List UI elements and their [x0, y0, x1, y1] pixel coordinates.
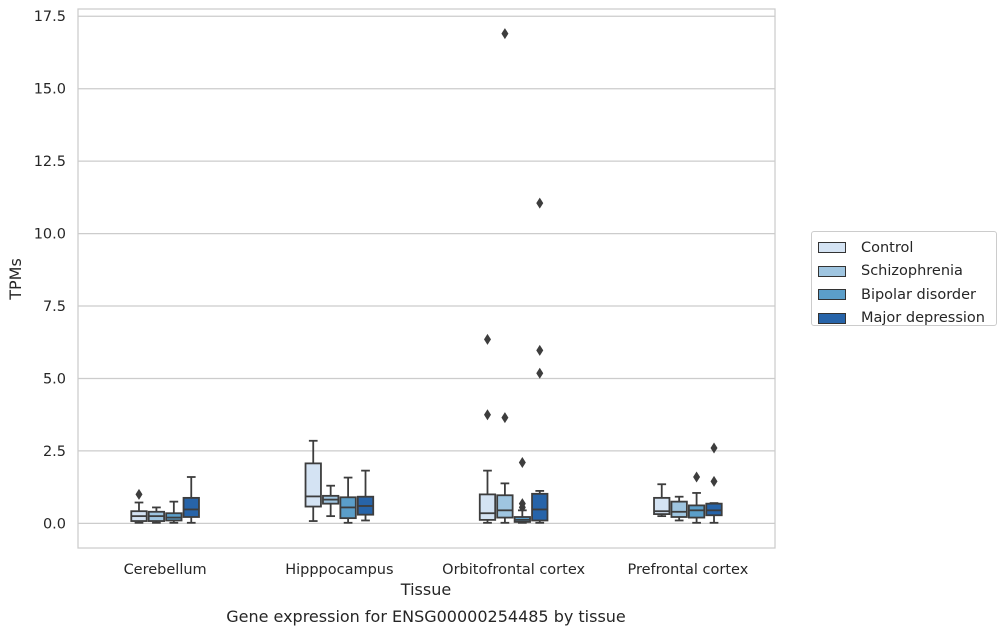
box-schizophrenia-prefrontal-cortex — [670, 495, 688, 522]
outlier-point — [501, 28, 509, 40]
box-iqr — [182, 496, 200, 518]
outlier-point — [518, 498, 526, 510]
box-iqr — [478, 493, 497, 521]
box-control-cerebellum — [130, 488, 148, 524]
x-axis-title: Tissue — [400, 580, 451, 599]
box-bipolar-disorder-hipppocampus — [339, 476, 357, 524]
box-iqr — [496, 494, 514, 519]
legend-swatch-major-depression — [818, 312, 846, 324]
outlier-point — [536, 344, 544, 356]
legend-swatch-schizophrenia — [818, 265, 846, 277]
y-tick-label: 17.5 — [34, 9, 66, 25]
box-major-depression-prefrontal-cortex — [705, 442, 723, 524]
x-tick-label: Cerebellum — [124, 562, 207, 578]
box-control-orbitofrontal-cortex — [478, 333, 497, 524]
legend-swatch-control — [818, 242, 846, 254]
y-tick-label: 7.5 — [43, 299, 66, 315]
box-bipolar-disorder-orbitofrontal-cortex — [513, 457, 531, 524]
outlier-point — [518, 457, 526, 469]
outlier-point — [135, 488, 143, 500]
legend-swatch-bipolar-disorder — [818, 289, 846, 301]
box-iqr — [687, 504, 706, 519]
box-control-hipppocampus — [304, 439, 322, 522]
box-iqr — [653, 496, 671, 515]
x-tick-labels: Cerebellum Hipppocampus Orbitofrontal cort… — [124, 562, 749, 578]
box-iqr — [304, 462, 322, 508]
outlier-point — [483, 333, 491, 345]
box-major-depression-cerebellum — [182, 476, 200, 524]
legend-label-control: Control — [861, 239, 914, 256]
legend-label-schizophrenia: Schizophrenia — [861, 263, 963, 280]
legend-label-bipolar-disorder: Bipolar disorder — [861, 286, 976, 303]
box-schizophrenia-hipppocampus — [322, 484, 340, 518]
legend-item-bipolar-disorder: Bipolar disorder — [818, 283, 996, 307]
y-tick-label: 0.0 — [43, 516, 66, 532]
x-tick-label: Orbitofrontal cortex — [442, 562, 585, 578]
box-schizophrenia-cerebellum — [147, 506, 166, 524]
plot-area-frame — [77, 8, 776, 549]
box-iqr — [670, 500, 688, 518]
outlier-point — [501, 412, 509, 424]
legend-item-control: Control — [818, 236, 996, 260]
box-control-prefrontal-cortex — [653, 483, 671, 518]
outlier-point — [483, 409, 491, 421]
box-bipolar-disorder-prefrontal-cortex — [687, 471, 706, 524]
y-gridlines — [78, 15, 775, 524]
box-major-depression-hipppocampus — [356, 469, 375, 522]
y-tick-labels: 0.0 2.5 5.0 7.5 10.0 12.5 15.0 17.5 — [34, 9, 66, 532]
x-tick-label: Hipppocampus — [285, 562, 393, 578]
outlier-point — [536, 197, 544, 209]
box-schizophrenia-orbitofrontal-cortex — [496, 28, 514, 524]
y-tick-label: 15.0 — [34, 82, 66, 98]
outlier-point — [693, 471, 701, 483]
box-bipolar-disorder-cerebellum — [165, 500, 183, 524]
y-tick-label: 10.0 — [34, 227, 66, 243]
y-axis-title: TPMs — [6, 258, 25, 301]
outlier-point — [536, 367, 544, 379]
outlier-point — [710, 442, 718, 454]
x-tick-label: Prefrontal cortex — [627, 562, 748, 578]
y-tick-label: 2.5 — [43, 444, 66, 460]
legend-label-major-depression: Major depression — [861, 310, 985, 327]
y-tick-label: 12.5 — [34, 154, 66, 170]
legend-item-schizophrenia: Schizophrenia — [818, 260, 996, 284]
legend-item-major-depression: Major depression — [818, 307, 996, 331]
box-major-depression-orbitofrontal-cortex — [531, 197, 549, 524]
y-tick-label: 5.0 — [43, 371, 66, 387]
chart-caption: Gene expression for ENSG00000254485 by t… — [226, 607, 626, 626]
box-iqr — [531, 492, 549, 522]
box-groups — [130, 28, 723, 524]
outlier-point — [710, 475, 718, 487]
legend: Control Schizophrenia Bipolar disorder M… — [811, 231, 997, 326]
